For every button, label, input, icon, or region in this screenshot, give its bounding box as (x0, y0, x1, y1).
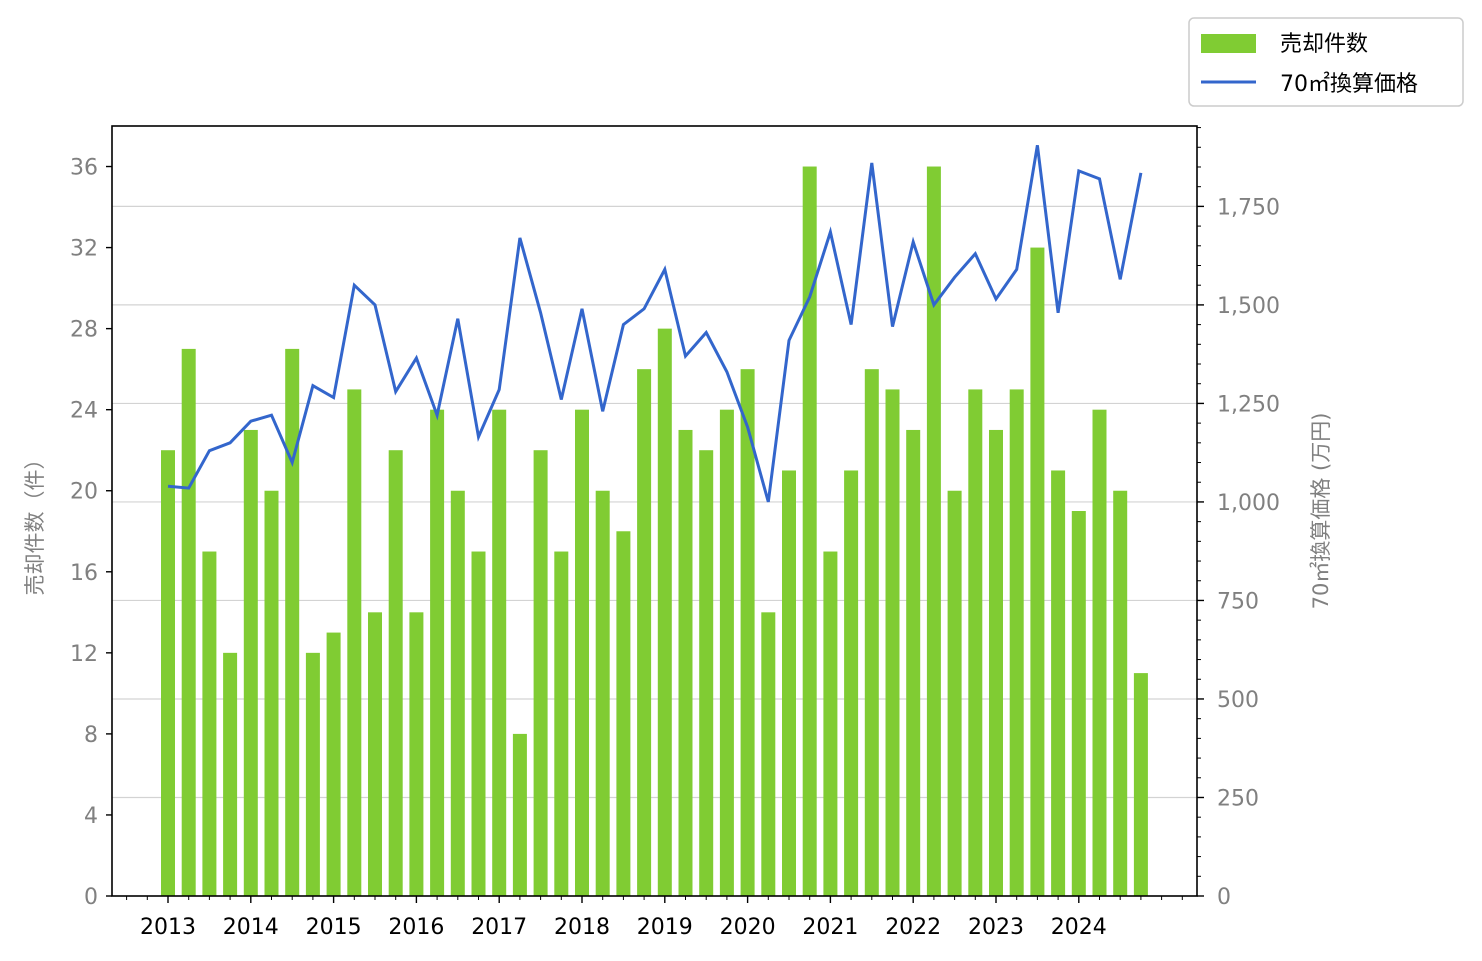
bar (1071, 511, 1086, 896)
bar (844, 470, 859, 896)
bar (533, 450, 548, 896)
left-tick-label: 36 (70, 156, 98, 181)
bar (1092, 409, 1107, 896)
right-tick-label: 1,000 (1217, 491, 1280, 516)
left-tick-label: 24 (70, 399, 98, 424)
x-tick-label: 2022 (885, 915, 941, 940)
bar (181, 348, 196, 896)
x-tick-label: 2023 (968, 915, 1024, 940)
legend: 売却件数 70㎡換算価格 (1188, 17, 1464, 107)
bar (1009, 389, 1024, 896)
bar (430, 409, 445, 896)
bar (1113, 490, 1128, 896)
legend-line-label: 70㎡換算価格 (1280, 71, 1418, 97)
price-line (167, 145, 1143, 503)
bar (595, 490, 610, 896)
bar (264, 490, 279, 896)
left-tick-label: 0 (84, 885, 98, 910)
legend-bar-label: 売却件数 (1280, 32, 1368, 57)
x-tick-label: 2024 (1051, 915, 1107, 940)
bar (678, 429, 693, 896)
bar (802, 166, 817, 897)
right-tick-label: 1,750 (1217, 195, 1280, 220)
bar (740, 369, 755, 896)
bar (202, 551, 217, 896)
bar (285, 348, 300, 896)
bar (512, 733, 527, 896)
bar (347, 389, 362, 896)
bar (947, 490, 962, 896)
bar (926, 166, 941, 897)
right-tick-label: 500 (1217, 688, 1259, 713)
right-tick-label: 250 (1217, 786, 1259, 811)
plot-frame (111, 125, 1198, 897)
bar (450, 490, 465, 896)
bar (305, 652, 320, 896)
bar (699, 450, 714, 896)
bar (906, 429, 921, 896)
right-axis-label: 70㎡換算価格 (万円) (1309, 413, 1333, 610)
left-tick-label: 8 (84, 723, 98, 748)
bar (637, 369, 652, 896)
bar (823, 551, 838, 896)
bar (885, 389, 900, 896)
left-axis-label: 売却件数（件） (23, 449, 47, 596)
x-tick-label: 2019 (637, 915, 693, 940)
x-tick-label: 2021 (802, 915, 858, 940)
x-tick-label: 2014 (223, 915, 279, 940)
bar (243, 429, 258, 896)
x-tick-label: 2020 (720, 915, 776, 940)
x-tick-label: 2015 (306, 915, 362, 940)
bar (968, 389, 983, 896)
left-tick-label: 4 (84, 804, 98, 829)
bar (326, 632, 341, 896)
x-tick-label: 2013 (140, 915, 196, 940)
right-tick-label: 1,250 (1217, 392, 1280, 417)
left-tick-label: 28 (70, 318, 98, 343)
bar-series (161, 166, 1148, 897)
x-tick-label: 2017 (471, 915, 527, 940)
bar (161, 450, 175, 896)
left-tick-label: 12 (70, 642, 98, 667)
bar (1051, 470, 1066, 896)
right-tick-label: 1,500 (1217, 294, 1280, 319)
bar (223, 652, 238, 896)
left-axis: 0 4 8 12 16 20 24 28 32 36 (70, 156, 112, 910)
right-tick-label: 0 (1217, 885, 1231, 910)
x-tick-label: 2018 (554, 915, 610, 940)
bar (471, 551, 486, 896)
bar (409, 612, 424, 896)
right-axis: 0 250 500 750 1,000 1,250 1,500 1,750 (1197, 127, 1280, 910)
bar (782, 470, 796, 896)
x-tick-label: 2016 (388, 915, 444, 940)
bar (761, 612, 776, 896)
bar (864, 369, 879, 896)
bar (554, 551, 569, 896)
bar (575, 409, 589, 896)
bar (1133, 673, 1148, 896)
bar (388, 450, 403, 896)
legend-bar-swatch (1201, 34, 1256, 53)
left-tick-label: 16 (70, 561, 98, 586)
bar (1030, 247, 1045, 896)
bar (989, 429, 1003, 896)
legend-box (1188, 17, 1464, 107)
bar (616, 531, 631, 896)
left-tick-label: 20 (70, 480, 98, 505)
x-axis: 2013 2014 2015 2016 2017 2018 2019 2020 2021 2022… (126, 896, 1183, 940)
right-tick-label: 750 (1217, 589, 1259, 614)
bar (657, 328, 672, 896)
bar (719, 409, 734, 896)
bar (368, 612, 382, 896)
bar (492, 409, 507, 896)
left-tick-label: 32 (70, 237, 98, 262)
